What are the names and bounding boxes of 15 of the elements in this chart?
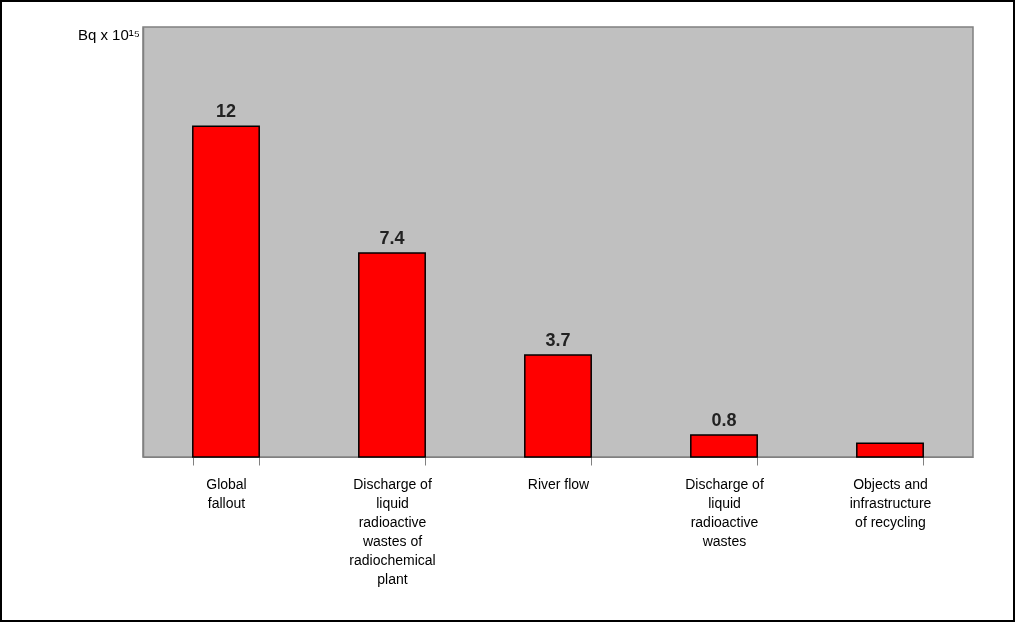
- data-label: 7.4: [379, 228, 405, 249]
- x-tick-label: Discharge of liquid radioactive wastes of radiochemical plant: [349, 475, 436, 587]
- bar: [856, 442, 924, 458]
- x-tick-label: Global fallout: [206, 475, 247, 511]
- bar: [524, 354, 592, 458]
- bar: [192, 125, 260, 458]
- data-label: 0.8: [711, 409, 737, 430]
- bar: [690, 434, 758, 458]
- x-tick-label: River flow: [527, 475, 591, 492]
- data-label: 3.7: [545, 330, 571, 351]
- data-label: 12: [215, 101, 237, 122]
- text: Bq x 10¹⁵: [77, 26, 140, 43]
- x-tick-label: Objects and infrastructure of recycling: [849, 475, 932, 530]
- bar: [358, 252, 426, 458]
- x-tick-label: Discharge of liquid radioactive wastes: [685, 475, 764, 549]
